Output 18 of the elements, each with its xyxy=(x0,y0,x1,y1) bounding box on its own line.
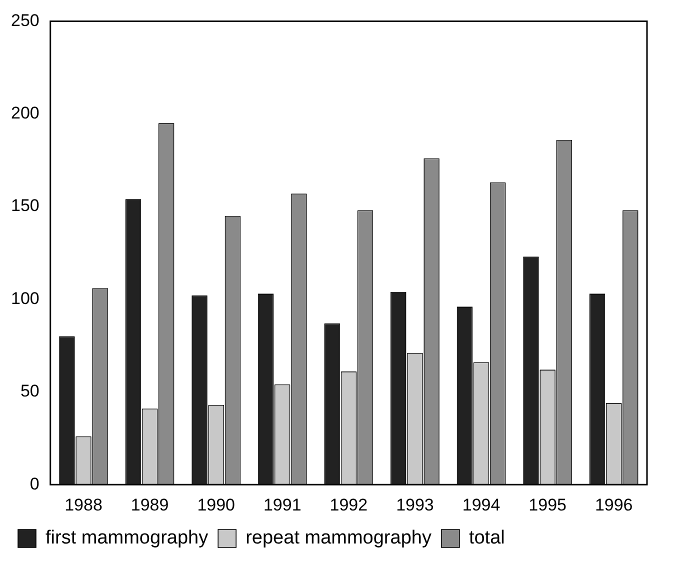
x-tick-label: 1989 xyxy=(130,495,169,514)
x-tick-label: 1994 xyxy=(462,495,500,514)
legend-label: total xyxy=(468,528,505,549)
y-tick-label: 250 xyxy=(10,10,40,30)
x-tick-label: 1992 xyxy=(330,495,368,514)
x-tick-label: 1990 xyxy=(197,495,236,514)
x-tick-label: 1991 xyxy=(263,495,302,514)
x-tick-label: 1988 xyxy=(64,495,102,514)
y-tick-label: 200 xyxy=(10,104,40,123)
x-tick-label: 1995 xyxy=(528,495,566,514)
legend-label: repeat mammography xyxy=(246,528,432,549)
legend-label: first mammography xyxy=(46,528,209,549)
x-tick-label: 1996 xyxy=(594,495,633,514)
y-tick-label: 50 xyxy=(20,382,40,401)
y-tick-label: 0 xyxy=(30,474,40,494)
x-tick-label: 1993 xyxy=(396,495,434,514)
y-tick-label: 100 xyxy=(10,288,40,308)
y-tick-label: 150 xyxy=(10,196,40,216)
